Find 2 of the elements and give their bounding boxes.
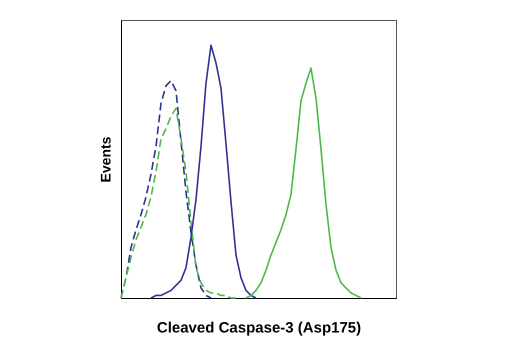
y-axis-title: Events: [98, 136, 114, 182]
x-axis-title: Cleaved Caspase-3 (Asp175): [156, 320, 362, 336]
